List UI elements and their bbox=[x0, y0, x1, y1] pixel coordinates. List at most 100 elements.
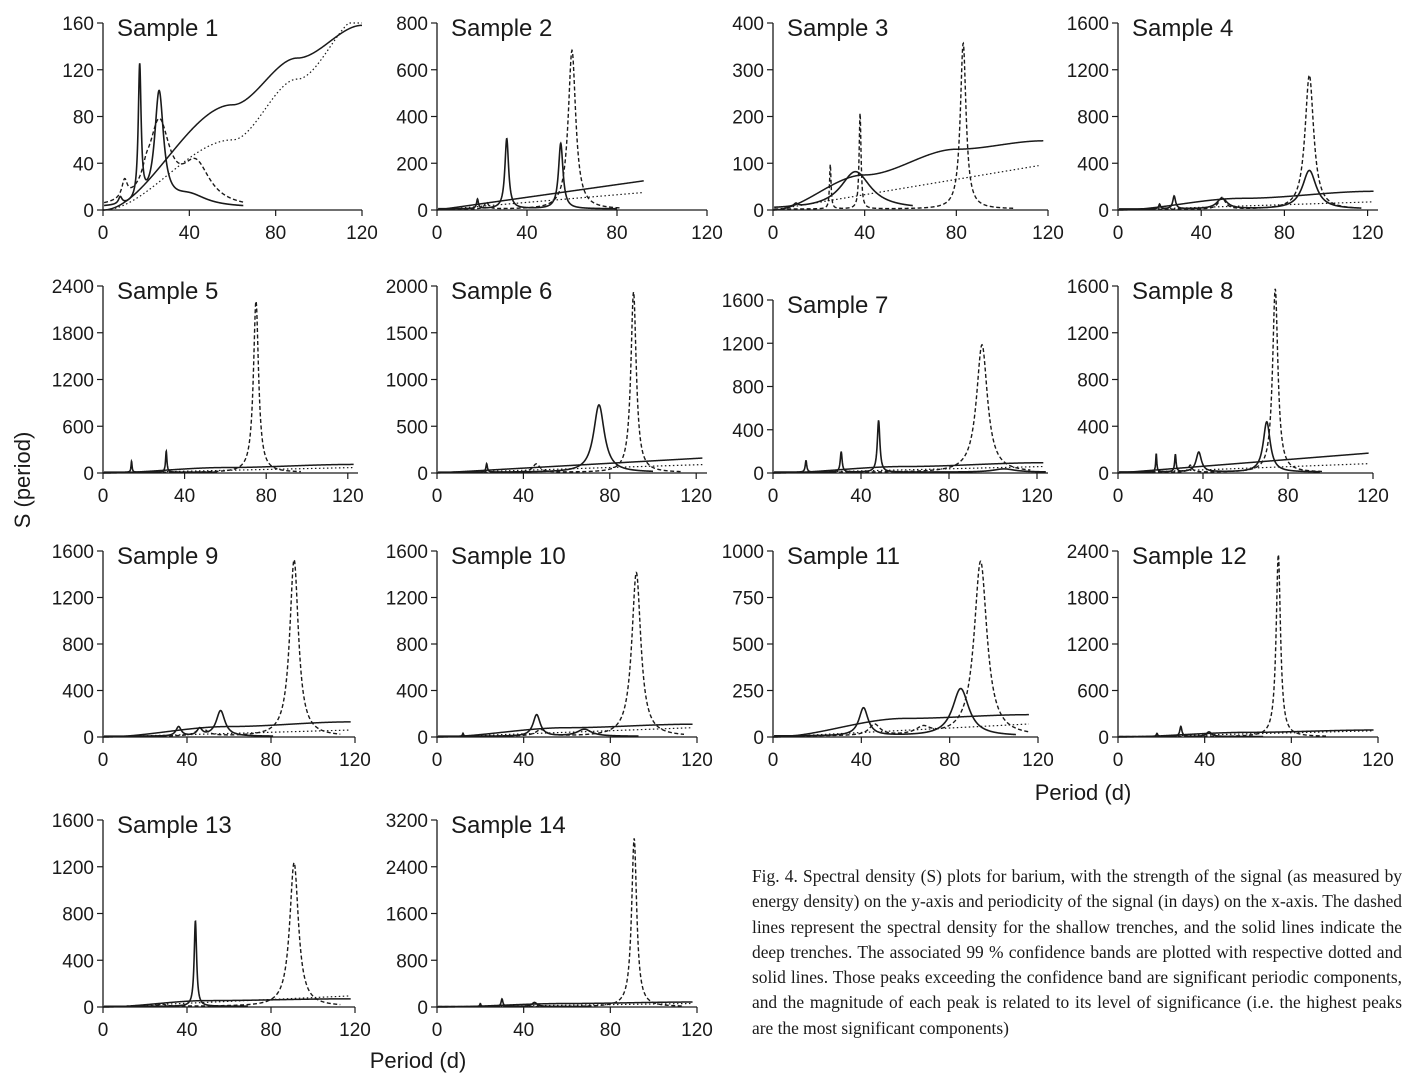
deep-trench-spectral-density-line bbox=[438, 997, 589, 1008]
x-tick-label: 80 bbox=[939, 750, 960, 771]
y-tick-label: 0 bbox=[1098, 201, 1109, 222]
y-tick-label: 80 bbox=[73, 108, 94, 129]
x-tick-label: 120 bbox=[680, 486, 712, 507]
deep-confidence-band-line bbox=[1117, 452, 1369, 474]
x-tick-label: 40 bbox=[1191, 223, 1212, 244]
x-tick-label: 120 bbox=[681, 1020, 713, 1041]
panel-title: Sample 8 bbox=[1132, 278, 1233, 305]
y-tick-label: 2000 bbox=[386, 277, 428, 298]
panel-sample-7: 0 400 800 1200 1600 0 40 80 120 Sample 7 bbox=[722, 291, 1053, 507]
panel-sample-9: 0 400 800 1200 1600 0 40 80 120 Sample 9 bbox=[52, 542, 371, 771]
shallow-confidence-band-line bbox=[772, 723, 1029, 738]
y-tick-label: 0 bbox=[753, 201, 764, 222]
y-tick-label: 1200 bbox=[1067, 635, 1109, 656]
panel-title: Sample 9 bbox=[117, 543, 218, 570]
shallow-confidence-band-line bbox=[436, 727, 693, 738]
x-tick-label: 40 bbox=[516, 223, 537, 244]
shallow-trench-spectral-density-line bbox=[774, 41, 1014, 210]
x-tick-label: 80 bbox=[260, 750, 281, 771]
x-tick-label: 40 bbox=[176, 1020, 197, 1041]
deep-trench-spectral-density-line bbox=[774, 687, 1016, 737]
y-tick-label: 1200 bbox=[1067, 61, 1109, 82]
x-tick-label: 0 bbox=[432, 486, 443, 507]
x-tick-label: 0 bbox=[1113, 223, 1124, 244]
y-tick-label: 0 bbox=[83, 201, 94, 222]
x-tick-label: 80 bbox=[265, 223, 286, 244]
y-tick-label: 400 bbox=[62, 682, 94, 703]
y-tick-label: 0 bbox=[417, 464, 428, 485]
y-tick-label: 800 bbox=[396, 951, 428, 972]
deep-trench-spectral-density-line bbox=[774, 170, 913, 209]
shallow-trench-spectral-density-line bbox=[774, 560, 1030, 737]
y-tick-label: 1200 bbox=[52, 589, 94, 610]
x-tick-label: 80 bbox=[946, 223, 967, 244]
y-tick-label: 0 bbox=[417, 728, 428, 749]
deep-trench-spectral-density-line bbox=[1119, 420, 1320, 473]
panel-title: Sample 5 bbox=[117, 278, 218, 305]
panel-sample-10: 0 400 800 1200 1600 0 40 80 120 Sample 10 bbox=[386, 542, 713, 771]
y-tick-label: 200 bbox=[732, 108, 764, 129]
shallow-trench-spectral-density-line bbox=[1119, 74, 1356, 211]
x-tick-label: 120 bbox=[1357, 486, 1389, 507]
y-tick-label: 0 bbox=[83, 998, 94, 1019]
y-tick-label: 400 bbox=[732, 421, 764, 442]
y-tick-label: 400 bbox=[732, 14, 764, 35]
y-tick-label: 100 bbox=[732, 154, 764, 175]
x-tick-label: 0 bbox=[768, 750, 779, 771]
y-tick-label: 0 bbox=[417, 998, 428, 1019]
shared-y-axis-label: S (period) bbox=[10, 432, 35, 529]
x-tick-label: 40 bbox=[174, 486, 195, 507]
deep-trench-spectral-density-line bbox=[438, 137, 617, 210]
x-tick-label: 80 bbox=[606, 223, 627, 244]
y-tick-label: 1600 bbox=[386, 542, 428, 563]
x-tick-label: 80 bbox=[600, 1020, 621, 1041]
y-tick-label: 1600 bbox=[386, 905, 428, 926]
y-tick-label: 500 bbox=[732, 635, 764, 656]
shallow-trench-spectral-density-line bbox=[1119, 554, 1326, 738]
y-tick-label: 800 bbox=[396, 635, 428, 656]
deep-confidence-band-line bbox=[773, 140, 1044, 211]
panel-sample-13: 0 400 800 1200 1600 0 40 80 120 Sample 13 bbox=[52, 811, 371, 1041]
y-tick-label: 800 bbox=[62, 635, 94, 656]
x-tick-label: 120 bbox=[681, 750, 713, 771]
panel-sample-2: 0 200 400 600 800 0 40 80 120 Sample 2 bbox=[396, 14, 723, 244]
shallow-confidence-band-line bbox=[436, 191, 644, 211]
y-tick-label: 1200 bbox=[1067, 324, 1109, 345]
shallow-trench-spectral-density-line bbox=[774, 343, 1031, 473]
deep-trench-spectral-density-line bbox=[774, 420, 1046, 473]
y-tick-label: 1600 bbox=[52, 811, 94, 832]
deep-confidence-band-line bbox=[437, 723, 693, 738]
deep-confidence-band-line bbox=[436, 457, 703, 474]
y-tick-label: 1800 bbox=[1067, 589, 1109, 610]
x-tick-label: 0 bbox=[98, 750, 109, 771]
figure-caption: Fig. 4. Spectral density (S) plots for b… bbox=[752, 866, 1402, 1038]
x-tick-label: 120 bbox=[1352, 223, 1384, 244]
x-tick-label: 120 bbox=[339, 1020, 371, 1041]
x-tick-label: 40 bbox=[850, 486, 871, 507]
x-tick-label: 80 bbox=[1281, 750, 1302, 771]
y-tick-label: 600 bbox=[1077, 682, 1109, 703]
panel-sample-6: 0 500 1000 1500 2000 0 40 80 120 Sample 6 bbox=[386, 277, 712, 507]
shallow-confidence-band-line bbox=[1117, 730, 1374, 738]
shallow-trench-spectral-density-line bbox=[438, 48, 622, 210]
y-tick-label: 1000 bbox=[386, 371, 428, 392]
y-tick-label: 1200 bbox=[386, 589, 428, 610]
x-tick-label: 80 bbox=[1277, 486, 1298, 507]
x-tick-label: 120 bbox=[691, 223, 723, 244]
y-tick-label: 3200 bbox=[386, 811, 428, 832]
y-tick-label: 0 bbox=[83, 464, 94, 485]
y-tick-label: 0 bbox=[83, 728, 94, 749]
deep-confidence-band-line bbox=[103, 24, 362, 211]
deep-trench-spectral-density-line bbox=[1119, 725, 1264, 738]
y-tick-label: 1200 bbox=[52, 858, 94, 879]
x-tick-label: 0 bbox=[98, 486, 109, 507]
panel-title: Sample 4 bbox=[1132, 15, 1233, 42]
x-tick-label: 40 bbox=[179, 223, 200, 244]
shallow-trench-spectral-density-line bbox=[103, 117, 244, 204]
y-tick-label: 250 bbox=[732, 682, 764, 703]
y-tick-label: 1800 bbox=[52, 324, 94, 345]
shallow-trench-spectral-density-line bbox=[104, 558, 341, 737]
x-tick-label: 40 bbox=[1192, 486, 1213, 507]
panel-title: Sample 2 bbox=[451, 15, 552, 42]
